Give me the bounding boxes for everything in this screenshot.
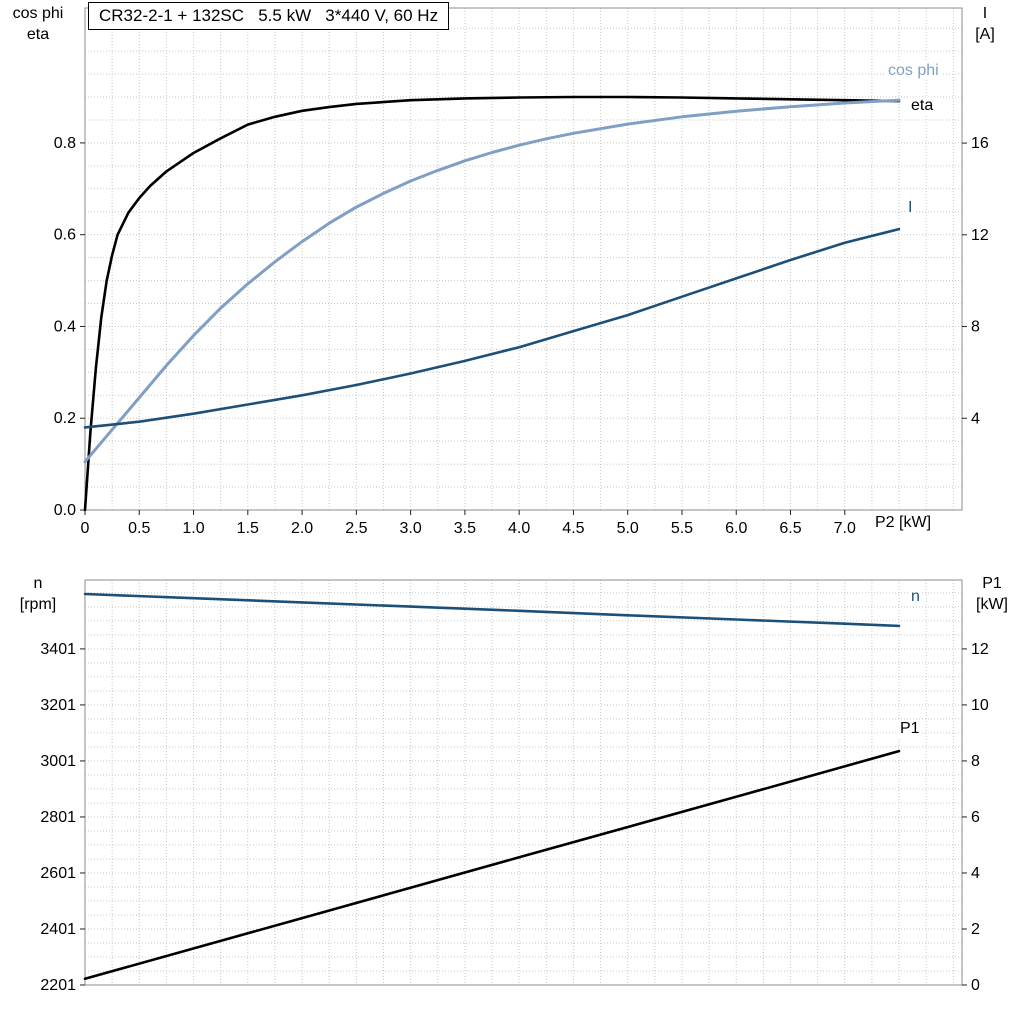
- svg-text:5.5: 5.5: [671, 520, 693, 537]
- svg-text:2.5: 2.5: [345, 520, 367, 537]
- svg-text:7.0: 7.0: [834, 520, 856, 537]
- svg-text:0.0: 0.0: [54, 502, 76, 519]
- svg-text:2801: 2801: [40, 809, 76, 826]
- svg-text:2201: 2201: [40, 977, 76, 994]
- svg-text:5.0: 5.0: [617, 520, 639, 537]
- svg-text:2: 2: [971, 921, 980, 938]
- power-curve-label: P1: [898, 720, 922, 738]
- top-right-axis-label: I [A]: [962, 3, 1008, 45]
- svg-text:3201: 3201: [40, 697, 76, 714]
- svg-text:3001: 3001: [40, 753, 76, 770]
- svg-text:2.0: 2.0: [291, 520, 313, 537]
- chart-title-box: CR32-2-1 + 132SC 5.5 kW 3*440 V, 60 Hz: [88, 2, 450, 30]
- svg-text:2601: 2601: [40, 865, 76, 882]
- cos-phi-axis-label: cos phi: [12, 5, 64, 22]
- svg-text:8: 8: [971, 753, 980, 770]
- top-left-axis-label: cos phi eta: [5, 3, 71, 45]
- svg-text:10: 10: [971, 697, 989, 714]
- svg-text:0.2: 0.2: [54, 410, 76, 427]
- svg-text:3.5: 3.5: [454, 520, 476, 537]
- svg-text:12: 12: [971, 641, 989, 658]
- speed-axis-label: n: [33, 575, 43, 592]
- svg-text:2401: 2401: [40, 921, 76, 938]
- svg-text:4: 4: [971, 865, 980, 882]
- bottom-right-axis-label: P1 [kW]: [962, 573, 1022, 615]
- svg-text:6.0: 6.0: [725, 520, 747, 537]
- svg-text:0: 0: [971, 977, 980, 994]
- svg-text:4.0: 4.0: [508, 520, 530, 537]
- svg-text:3401: 3401: [40, 641, 76, 658]
- eta-axis-label: eta: [26, 26, 50, 43]
- power-axis-unit: [kW]: [976, 596, 1008, 613]
- svg-text:6.5: 6.5: [779, 520, 801, 537]
- current-curve-label: I: [906, 199, 915, 217]
- speed-axis-unit: [rpm]: [19, 596, 57, 613]
- svg-text:6: 6: [971, 809, 980, 826]
- current-axis-unit: [A]: [975, 26, 995, 43]
- power-axis-label: P1: [982, 575, 1002, 592]
- current-axis-label: I: [982, 5, 988, 22]
- eta-curve-label: eta: [909, 97, 936, 115]
- svg-text:0.6: 0.6: [54, 227, 76, 244]
- cos-phi-curve-label: cos phi: [886, 62, 941, 80]
- svg-text:8: 8: [971, 319, 980, 336]
- svg-text:4.5: 4.5: [562, 520, 584, 537]
- svg-text:12: 12: [971, 227, 989, 244]
- svg-text:0: 0: [81, 520, 90, 537]
- bottom-left-axis-label: n [rpm]: [5, 573, 71, 615]
- speed-curve-label: n: [909, 588, 922, 606]
- svg-text:16: 16: [971, 135, 989, 152]
- svg-text:3.0: 3.0: [399, 520, 421, 537]
- svg-text:1.5: 1.5: [237, 520, 259, 537]
- svg-text:1.0: 1.0: [182, 520, 204, 537]
- svg-text:0.4: 0.4: [54, 318, 76, 335]
- x-axis-label: P2 [kW]: [875, 514, 932, 531]
- svg-text:0.5: 0.5: [128, 520, 150, 537]
- svg-text:0.8: 0.8: [54, 135, 76, 152]
- svg-text:4: 4: [971, 410, 980, 427]
